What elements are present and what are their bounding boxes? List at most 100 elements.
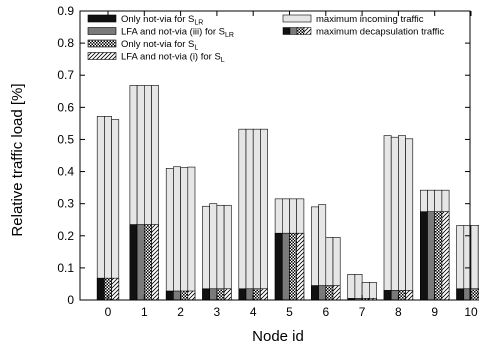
incoming-bar bbox=[361, 282, 370, 301]
decap-bar-checker bbox=[180, 290, 189, 301]
decap-bar-diagonal bbox=[151, 224, 159, 301]
incoming-bar bbox=[390, 136, 399, 301]
x-tick-label: 6 bbox=[322, 305, 329, 319]
decap-bar-checker bbox=[398, 290, 406, 301]
axes-layer: 0 0.1 0.2 0.3 0.4 0.5 0.6 0.7 0.8 0.9 0 1 2 3 4 5 6 7 8 9 10 bbox=[57, 4, 478, 319]
incoming-bar bbox=[187, 166, 196, 301]
legend-label-max_incoming: maximum incoming traffic bbox=[316, 14, 424, 25]
legend-swatch-part bbox=[289, 27, 298, 35]
decap-bar-solid-gray bbox=[209, 288, 218, 301]
decap-bar-solid-gray bbox=[136, 224, 145, 301]
incoming-bar bbox=[111, 119, 120, 301]
y-tick-label: 0.4 bbox=[57, 165, 74, 179]
legend-label-only_notvia_slr: Only not-via for SLR bbox=[121, 14, 203, 27]
decap-bar-solid-black bbox=[202, 288, 210, 301]
decap-bar-checker bbox=[434, 211, 443, 301]
decap-bar-solid-gray bbox=[281, 232, 290, 301]
y-tick-label: 0.6 bbox=[57, 100, 74, 114]
x-tick-label: 4 bbox=[250, 305, 257, 319]
decap-bar-solid-gray bbox=[427, 211, 435, 301]
legend-label-lfa_notvia_i_sl: LFA and not-via (i) for SL bbox=[121, 52, 225, 65]
x-tick-label: 5 bbox=[286, 305, 293, 319]
legend-swatch-solid-gray bbox=[87, 27, 117, 35]
decap-bar-solid-gray bbox=[173, 290, 181, 301]
decap-bar-solid-black bbox=[311, 285, 319, 301]
decap-bar-checker bbox=[470, 288, 479, 301]
y-tick-label: 0 bbox=[67, 293, 74, 307]
y-tick-label: 0.1 bbox=[57, 261, 74, 275]
decap-bar-solid-black bbox=[383, 290, 392, 301]
bar-group-node-1 bbox=[129, 85, 159, 301]
y-tick-label: 0.9 bbox=[57, 4, 74, 18]
y-tick-label: 0.8 bbox=[57, 36, 74, 50]
x-tick-label: 3 bbox=[214, 305, 221, 319]
decap-bar-diagonal bbox=[405, 290, 414, 301]
incoming-bar bbox=[104, 116, 112, 301]
y-tick-label: 0.7 bbox=[57, 68, 74, 82]
bar-group-node-6 bbox=[311, 204, 341, 301]
y-tick-label: 0.2 bbox=[57, 229, 74, 243]
bar-group-node-3 bbox=[202, 203, 232, 301]
x-tick-label: 10 bbox=[464, 305, 478, 319]
legend-swatch-part bbox=[282, 27, 291, 35]
incoming-bar bbox=[368, 282, 377, 301]
incoming-bar bbox=[398, 135, 406, 301]
x-tick-label: 1 bbox=[141, 305, 148, 319]
decap-bar-solid-gray bbox=[318, 285, 327, 301]
decap-bar-diagonal bbox=[441, 211, 450, 301]
incoming-bar bbox=[209, 203, 218, 301]
legend-swatch-checker bbox=[87, 39, 117, 48]
incoming-bar bbox=[260, 128, 268, 301]
bar-group-node-10 bbox=[456, 225, 479, 301]
decap-bar-diagonal bbox=[223, 288, 232, 301]
bar-group-node-8 bbox=[383, 135, 414, 301]
legend-swatch-part bbox=[303, 27, 312, 35]
decap-bar-solid-gray bbox=[390, 290, 399, 301]
x-tick-label: 7 bbox=[359, 305, 366, 319]
legend-swatch-diagonal bbox=[87, 52, 117, 60]
legend-swatch-part bbox=[296, 27, 305, 35]
decap-bar-checker bbox=[289, 232, 297, 301]
decap-bar-checker bbox=[252, 288, 261, 301]
x-axis-title: Node id bbox=[252, 328, 304, 345]
y-tick-label: 0.3 bbox=[57, 197, 74, 211]
bar-group-node-7 bbox=[347, 274, 377, 301]
bar-group-node-9 bbox=[419, 189, 450, 301]
incoming-bar bbox=[202, 205, 210, 301]
x-tick-label: 8 bbox=[395, 305, 402, 319]
legend-swatch-light bbox=[282, 14, 312, 23]
decap-bar-diagonal bbox=[332, 285, 341, 301]
decap-bar-checker bbox=[144, 224, 152, 301]
incoming-bar bbox=[405, 138, 414, 301]
incoming-bar bbox=[180, 167, 189, 301]
decap-bar-diagonal bbox=[111, 277, 120, 301]
legend-label-lfa_notvia_iii_slr: LFA and not-via (iii) for SLR bbox=[121, 27, 234, 40]
legend-label-only_notvia_sl: Only not-via for SL bbox=[121, 39, 198, 52]
incoming-bar bbox=[347, 274, 356, 301]
incoming-bar bbox=[383, 135, 392, 301]
decap-bar-solid-black bbox=[456, 288, 465, 301]
x-tick-label: 2 bbox=[177, 305, 184, 319]
decap-bar-solid-black bbox=[238, 288, 247, 301]
y-axis-title: Relative traffic load [%] bbox=[9, 83, 26, 236]
incoming-bar bbox=[216, 204, 225, 301]
decap-bar-solid-black bbox=[419, 211, 428, 301]
bar-group-node-4 bbox=[238, 128, 268, 301]
decap-bar-solid-black bbox=[129, 224, 138, 301]
x-tick-label: 9 bbox=[431, 305, 438, 319]
legend-label-max_decap: maximum decapsulation traffic bbox=[316, 27, 444, 38]
decap-bar-checker bbox=[325, 285, 334, 301]
incoming-bar bbox=[252, 128, 261, 301]
bar-group-node-2 bbox=[165, 166, 196, 301]
decap-bar-solid-black bbox=[274, 232, 283, 301]
decap-bar-diagonal bbox=[296, 232, 305, 301]
incoming-bar bbox=[245, 128, 254, 301]
legend-swatch-solid-black bbox=[87, 14, 117, 23]
incoming-bar bbox=[165, 168, 174, 301]
incoming-bar bbox=[354, 274, 363, 301]
decap-bar-diagonal bbox=[260, 288, 268, 301]
plot-frame bbox=[79, 10, 471, 301]
